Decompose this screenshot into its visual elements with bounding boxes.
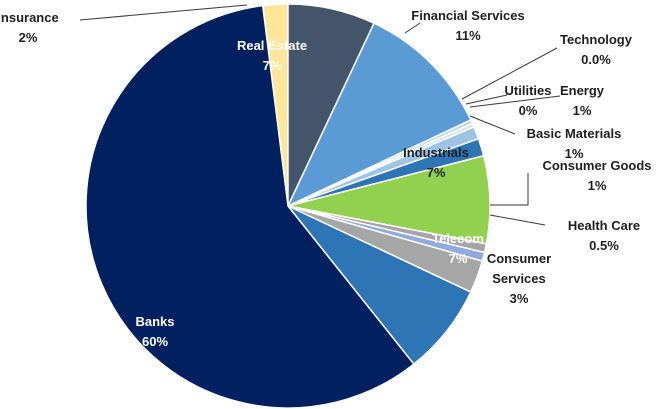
leader-line-energy <box>469 95 561 108</box>
slice-name-label-utilities: Utilities <box>505 83 552 98</box>
pie-slice-banks <box>85 4 415 409</box>
slice-name-label-basic-materials: Basic Materials <box>527 126 622 141</box>
leader-line-technology <box>461 47 558 100</box>
leader-line-financial-services <box>404 22 421 34</box>
slice-name-label-consumer-services-2: Services <box>492 271 546 286</box>
slice-name-label-consumer-services-1: Consumer <box>487 251 551 266</box>
leader-line-basic-materials <box>469 115 516 135</box>
slice-value-label-energy: 1% <box>573 103 592 118</box>
slice-value-label-banks: 60% <box>142 334 168 349</box>
leader-line-consumer-goods <box>490 173 529 206</box>
slice-value-label-financial-services: 11% <box>455 28 481 43</box>
slice-value-label-basic-materials: 1% <box>565 146 584 161</box>
slice-value-label-consumer-services: 3% <box>510 291 529 306</box>
slice-name-label-technology: Technology <box>560 32 633 47</box>
leader-line-insurance <box>79 4 248 21</box>
slice-name-label-health-care: Health Care <box>568 218 640 233</box>
slice-labels: Insurance 2% Real Estate 7% Financial Servic… <box>0 8 652 349</box>
slice-name-label-real-estate: Real Estate <box>237 38 307 53</box>
slice-value-label-health-care: 0.5% <box>589 238 619 253</box>
slice-name-label-financial-services: Financial Services <box>411 8 524 23</box>
slice-value-label-utilities: 0% <box>519 103 538 118</box>
slice-value-label-consumer-goods: 1% <box>588 178 607 193</box>
leader-lines <box>79 4 561 226</box>
slice-value-label-industrials: 7% <box>427 165 446 180</box>
slice-value-label-insurance: 2% <box>19 30 38 45</box>
pie-slice-financial-services <box>286 22 472 208</box>
slice-name-label-consumer-goods: Consumer Goods <box>542 158 651 173</box>
slice-value-label-telecom: 7% <box>449 251 468 266</box>
leader-line-utilities <box>465 94 508 105</box>
slice-value-label-technology: 0.0% <box>581 52 611 67</box>
leader-line-health-care <box>489 214 546 226</box>
slice-value-label-real-estate: 7% <box>263 58 282 73</box>
slice-name-label-energy: Energy <box>560 83 605 98</box>
slice-name-label-insurance: Insurance <box>0 10 59 25</box>
slice-name-label-banks: Banks <box>135 314 174 329</box>
pie-slices <box>85 3 491 409</box>
slice-name-label-industrials: Industrials <box>403 145 469 160</box>
slice-name-label-telecom: Telecom <box>432 231 484 246</box>
